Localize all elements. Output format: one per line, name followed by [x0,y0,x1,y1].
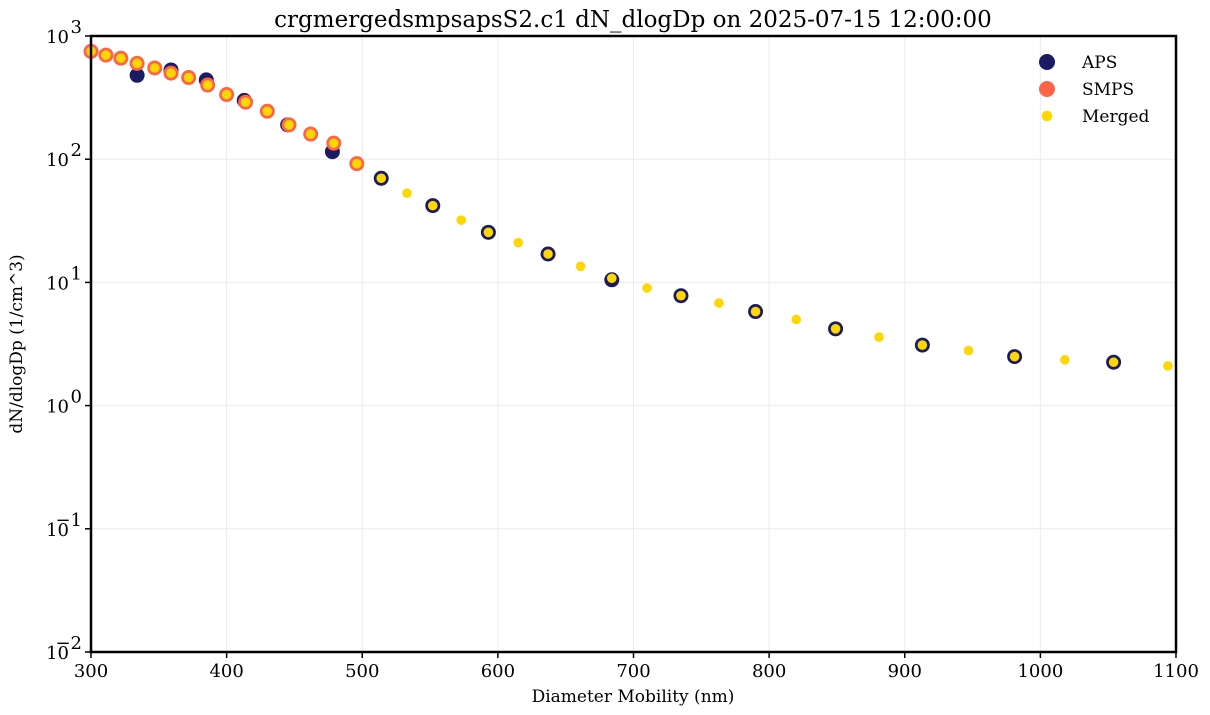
merged-point [607,273,617,284]
merged-point [676,290,686,301]
merged-point [284,120,294,130]
merged-point [1009,351,1020,362]
merged-point [149,63,160,73]
legend: APS SMPS Merged [1039,53,1150,127]
legend-marker-merged [1041,110,1053,122]
y-tick-exponent: 0 [71,387,82,408]
merged-point [116,53,126,64]
merged-point [543,249,553,259]
merged-point [427,200,438,211]
merged-point [1163,361,1173,371]
x-tick-label: 800 [752,661,786,682]
y-tick-base: 10 [46,520,69,541]
legend-label-aps: APS [1081,53,1117,73]
merged-point [352,158,362,169]
merged-point [202,80,213,90]
merged-point [101,50,111,60]
merged-point [183,72,194,83]
y-tick-exponent: −2 [55,633,82,654]
aps-point [129,67,145,83]
merged-point [1108,357,1119,368]
y-tick-label: 10 [46,520,69,541]
y-tick-base: 10 [46,27,69,48]
y-tick-label: 10 [46,643,69,664]
legend-label-smps: SMPS [1082,80,1134,100]
y-tick-label: 10 [46,27,69,48]
merged-point [166,68,176,78]
x-tick-label: 700 [616,661,650,682]
x-tick-label: 300 [74,661,108,682]
merged-point [714,298,724,308]
merged-point [240,97,251,108]
y-tick-base: 10 [46,150,69,171]
merged-point [513,237,524,248]
merged-point [963,345,974,356]
y-tick-exponent: 1 [71,263,82,284]
x-axis-label: Diameter Mobility (nm) [532,687,735,707]
merged-point [376,173,387,184]
merged-point [456,215,467,225]
x-tick-label: 500 [345,661,379,682]
x-tick-label: 600 [481,661,515,682]
y-tick-label: 10 [46,150,69,171]
x-tick-label: 400 [209,661,243,682]
y-tick-exponent: 2 [71,140,82,161]
series-aps [129,62,1122,370]
merged-point [791,314,802,325]
y-tick-base: 10 [46,397,69,418]
y-tick-base: 10 [46,273,69,294]
merged-point [221,89,232,100]
data-points [83,43,1173,371]
y-tick-base: 10 [46,643,69,664]
merged-point [305,129,316,139]
merged-point [1059,355,1070,365]
merged-point [750,306,761,317]
merged-point [874,332,884,342]
merged-point [402,188,412,198]
merged-point [262,106,273,117]
x-tick-label: 1100 [1153,661,1199,682]
y-tick-label: 10 [46,397,69,418]
merged-point [642,283,652,293]
chart-title: crgmergedsmpsapsS2.c1 dN_dlogDp on 2025-… [274,7,992,33]
y-tick-exponent: −1 [55,510,82,531]
series-smps [83,43,365,172]
merged-point [132,58,142,69]
merged-point [483,227,494,238]
merged-point [917,340,928,350]
series-merged [86,46,1173,371]
legend-marker-smps [1039,81,1055,97]
legend-label-merged: Merged [1082,107,1150,127]
y-tick-label: 10 [46,273,69,294]
merged-point [830,324,841,334]
grid-lines [90,35,1177,653]
merged-point [328,138,339,148]
merged-point [575,261,586,272]
legend-marker-aps [1039,54,1055,70]
y-axis-label: dN/dlogDp (1/cm^3) [7,254,27,433]
y-tick-exponent: 3 [71,17,82,38]
x-axis-ticks: 300 400 500 600 700 800 900 1000 1100 [74,652,1199,682]
x-tick-label: 1000 [1017,661,1063,682]
x-tick-label: 900 [888,661,922,682]
